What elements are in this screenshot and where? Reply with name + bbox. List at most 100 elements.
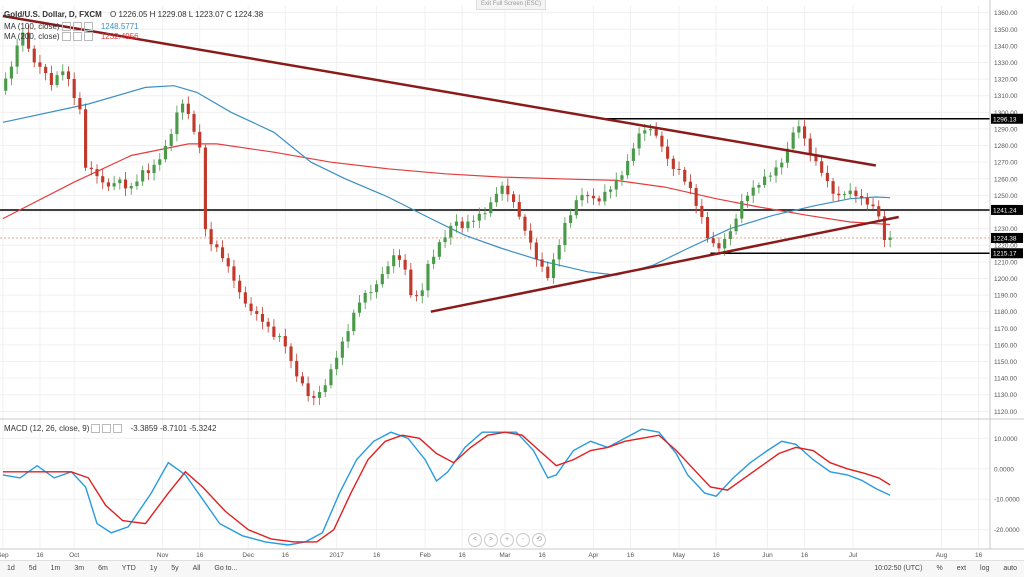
range-all[interactable]: All (192, 565, 201, 572)
candle-body (397, 255, 401, 260)
candle-body (335, 357, 339, 370)
candle-body (84, 109, 88, 168)
candle-body (141, 170, 145, 182)
candle-body (740, 200, 744, 219)
ma100-line (2, 85, 891, 276)
candle-body (574, 200, 578, 216)
settings-icon[interactable] (72, 22, 82, 32)
eye-icon[interactable] (61, 32, 71, 42)
price-tick-label: 1210.00 (994, 259, 1018, 266)
candle-body (569, 215, 573, 223)
time-tick-label: 16 (712, 552, 720, 559)
eye-icon[interactable] (91, 424, 101, 434)
price-tick-label: 1260.00 (994, 176, 1018, 183)
eye-icon[interactable] (61, 22, 71, 32)
zoom-out-button[interactable]: - (516, 533, 530, 547)
percent-toggle[interactable]: % (936, 565, 943, 572)
time-axis[interactable]: Sep 16 Oct Nov 16 Dec 16 2017 16 Feb 16 Mar 16 Apr 16 M… (0, 548, 1024, 559)
candle-body (55, 75, 59, 85)
candle-body (700, 205, 704, 218)
price-tick-label: 1180.00 (994, 309, 1017, 316)
candle-body (175, 112, 179, 135)
exit-fullscreen-button[interactable]: Exit Full Screen (ESC) (476, 0, 546, 10)
candle-body (580, 195, 584, 201)
candle-body (780, 162, 784, 168)
price-labels: 1296.13 1241.24 1224.38 1215.17 (991, 113, 1023, 259)
candle-body (375, 284, 379, 293)
time-tick-label: May (673, 552, 686, 559)
candle-body (226, 258, 230, 267)
price-tick-label: 1150.00 (994, 359, 1017, 366)
price-tick-label: 1220.00 (994, 243, 1018, 250)
range-3m[interactable]: 3m (74, 565, 85, 572)
range-ytd[interactable]: YTD (121, 565, 136, 572)
macd-label: MACD (12, 26, close, 9) (4, 424, 90, 433)
candle-body (340, 341, 344, 358)
log-toggle[interactable]: log (980, 565, 990, 572)
candle-body (820, 161, 824, 173)
candle-body (181, 103, 185, 113)
candle-body (295, 360, 299, 377)
price-tick-label: 1280.00 (994, 143, 1018, 150)
candle-body (677, 168, 681, 170)
candle-body (551, 259, 556, 278)
price-tick-label: 1350.00 (994, 27, 1018, 34)
auto-toggle[interactable]: auto (1003, 565, 1017, 572)
price-axis[interactable]: 1360.00 1350.00 1340.00 1330.00 1320.00 1310.… (0, 0, 1024, 560)
candlestick-chart: 1360.00 1350.00 1340.00 1330.00 1320.00 1310.… (0, 0, 1024, 560)
reset-button[interactable]: ⟲ (532, 533, 546, 547)
candle-body (848, 190, 852, 195)
candle-body (454, 221, 459, 226)
settings-icon[interactable] (102, 424, 112, 434)
candle-body (101, 176, 105, 183)
range-1y[interactable]: 1y (149, 565, 158, 572)
scroll-left-button[interactable]: < (468, 533, 482, 547)
candle-body (757, 185, 761, 188)
candle-body (728, 231, 732, 239)
price-tick-label: 1290.00 (994, 126, 1018, 133)
candle-body (882, 216, 887, 241)
candle-body (654, 129, 658, 136)
close-icon[interactable] (83, 32, 93, 42)
trendlines (2, 14, 899, 313)
candle-body (317, 392, 322, 398)
candles (4, 25, 892, 406)
range-5y[interactable]: 5y (171, 565, 179, 572)
range-1m[interactable]: 1m (50, 565, 61, 572)
range-6m[interactable]: 6m (98, 565, 108, 572)
close-icon[interactable] (113, 424, 123, 434)
range-1d[interactable]: 1d (7, 565, 15, 572)
time-tick-label: Apr (588, 552, 599, 559)
price-tick-label: 1200.00 (994, 276, 1018, 283)
scroll-right-button[interactable]: > (484, 533, 498, 547)
candle-body (472, 220, 476, 222)
candle-body (694, 188, 698, 206)
price-tick-label: 1140.00 (994, 376, 1017, 383)
goto-date-button[interactable]: Go to... (214, 565, 238, 572)
bottom-toolbar: 1d 5d 1m 3m 6m YTD 1y 5y All Go to... 10:02:50 (U… (0, 560, 1024, 577)
candle-body (489, 202, 493, 214)
ma200-label: MA (200, close) (4, 32, 60, 41)
candle-body (346, 331, 350, 342)
candle-body (648, 129, 653, 131)
candle-body (238, 280, 242, 293)
time-tick-label: Aug (936, 552, 948, 559)
range-5d[interactable]: 5d (28, 565, 37, 572)
candle-body (871, 204, 875, 207)
candle-body (854, 190, 858, 197)
trendline (2, 14, 877, 167)
ma200-value: 1232.4956 (100, 32, 139, 41)
candle-body (842, 194, 847, 196)
zoom-in-button[interactable]: + (500, 533, 514, 547)
grid (0, 6, 990, 548)
settings-icon[interactable] (72, 32, 82, 42)
candle-body (215, 244, 219, 248)
candle-body (563, 222, 567, 246)
candle-body (123, 179, 128, 189)
candle-body (169, 134, 173, 147)
close-icon[interactable] (83, 22, 93, 32)
candle-body (831, 181, 835, 194)
candle-body (420, 290, 424, 297)
ext-toggle[interactable]: ext (956, 565, 967, 572)
candle-body (409, 269, 413, 296)
